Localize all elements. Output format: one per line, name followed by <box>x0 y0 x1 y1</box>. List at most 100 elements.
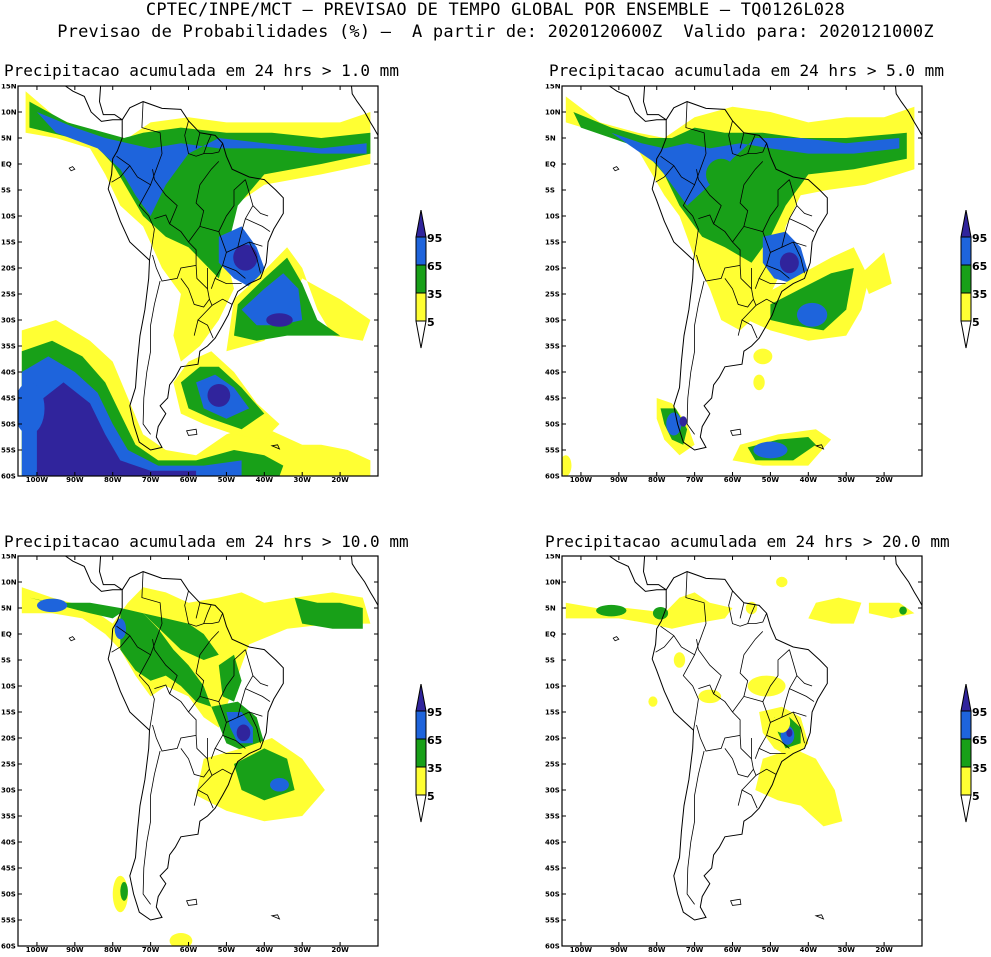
latitude-tick-label: 25S <box>1 291 16 299</box>
latitude-tick-label: 10N <box>545 109 561 117</box>
longitude-tick-label: 60W <box>180 946 198 952</box>
legend-level-label: 5 <box>427 790 435 803</box>
latitude-tick-label: 55S <box>545 447 560 455</box>
latitude-tick-label: 10S <box>1 683 16 691</box>
latitude-tick-label: 35S <box>545 813 560 821</box>
legend-level-label: 95 <box>972 706 987 719</box>
latitude-tick-label: 15S <box>545 709 560 717</box>
longitude-tick-label: 30W <box>837 946 855 952</box>
longitude-tick-label: 20W <box>875 946 893 952</box>
latitude-tick-label: 40S <box>1 839 16 847</box>
longitude-tick-label: 50W <box>218 476 236 482</box>
legend-level-label: 35 <box>427 762 442 775</box>
latitude-tick-label: 30S <box>1 787 16 795</box>
latitude-tick-label: 10S <box>1 213 16 221</box>
longitude-tick-label: 60W <box>724 946 742 952</box>
latitude-tick-label: 5S <box>1 657 11 665</box>
longitude-tick-label: 30W <box>293 476 311 482</box>
latitude-tick-label: 50S <box>545 891 560 899</box>
latitude-tick-label: 60S <box>1 473 16 481</box>
latitude-tick-label: 15N <box>1 84 17 91</box>
latitude-tick-label: 40S <box>545 839 560 847</box>
latitude-tick-label: 20S <box>545 265 560 273</box>
probability-map-5mm: 15N 10N 5N EQ 5S 10S 15S 20S 25S 30S 35S 40S 45S 50S 5… <box>544 84 926 482</box>
longitude-tick-label: 100W <box>26 476 49 482</box>
panel-title-1: Precipitacao acumulada em 24 hrs > 1.0 m… <box>4 61 399 80</box>
latitude-tick-label: 45S <box>545 395 560 403</box>
legend-level-label: 95 <box>427 232 442 245</box>
latitude-tick-label: 5N <box>1 135 12 143</box>
latitude-tick-label: 5N <box>1 605 12 613</box>
latitude-tick-label: 60S <box>545 473 560 481</box>
latitude-tick-label: 50S <box>545 421 560 429</box>
longitude-tick-label: 50W <box>218 946 236 952</box>
latitude-tick-label: 20S <box>1 265 16 273</box>
longitude-tick-label: 60W <box>180 476 198 482</box>
longitude-tick-label: 40W <box>800 476 818 482</box>
latitude-tick-label: 50S <box>1 421 16 429</box>
longitude-tick-label: 80W <box>648 476 666 482</box>
latitude-tick-label: EQ <box>545 161 556 169</box>
latitude-tick-label: EQ <box>1 161 12 169</box>
latitude-tick-label: 45S <box>545 865 560 873</box>
longitude-tick-label: 70W <box>142 946 160 952</box>
latitude-tick-label: 15N <box>545 554 561 561</box>
color-legend-2: 95 65 35 5 <box>960 209 991 350</box>
longitude-tick-label: 40W <box>256 476 274 482</box>
color-legend-4: 95 65 35 5 <box>960 683 991 824</box>
legend-level-label: 65 <box>972 260 987 273</box>
latitude-tick-label: 15N <box>545 84 561 91</box>
longitude-tick-label: 50W <box>762 476 780 482</box>
legend-level-label: 65 <box>972 734 987 747</box>
longitude-tick-label: 100W <box>570 946 593 952</box>
latitude-tick-label: EQ <box>545 631 556 639</box>
longitude-tick-label: 70W <box>686 946 704 952</box>
latitude-tick-label: EQ <box>1 631 12 639</box>
latitude-tick-label: 5S <box>545 657 555 665</box>
latitude-tick-label: 30S <box>1 317 16 325</box>
probability-map-1mm: 15N 10N 5N EQ 5S 10S 15S 20S 25S 30S 35S 40S 45S 50S 5… <box>0 84 382 482</box>
latitude-tick-label: 55S <box>1 447 16 455</box>
latitude-tick-label: 20S <box>1 735 16 743</box>
latitude-tick-label: 60S <box>545 943 560 951</box>
latitude-tick-label: 40S <box>545 369 560 377</box>
latitude-tick-label: 35S <box>1 813 16 821</box>
latitude-tick-label: 15S <box>1 709 16 717</box>
longitude-tick-label: 80W <box>648 946 666 952</box>
panel-title-4: Precipitacao acumulada em 24 hrs > 20.0 … <box>545 532 950 551</box>
latitude-tick-label: 40S <box>1 369 16 377</box>
longitude-tick-label: 90W <box>66 946 84 952</box>
latitude-tick-label: 15S <box>1 239 16 247</box>
legend-level-label: 35 <box>972 288 987 301</box>
color-legend-1: 95 65 35 5 <box>415 209 485 350</box>
latitude-tick-label: 55S <box>545 917 560 925</box>
latitude-tick-label: 15N <box>1 554 17 561</box>
longitude-tick-label: 70W <box>142 476 160 482</box>
color-legend-3: 95 65 35 5 <box>415 683 485 824</box>
latitude-tick-label: 35S <box>545 343 560 351</box>
latitude-tick-label: 55S <box>1 917 16 925</box>
longitude-tick-label: 20W <box>875 476 893 482</box>
panel-title-3: Precipitacao acumulada em 24 hrs > 10.0 … <box>4 532 409 551</box>
latitude-tick-label: 45S <box>1 865 16 873</box>
latitude-tick-label: 10N <box>1 579 17 587</box>
figure-subtitle: Previsao de Probabilidades (%) – A parti… <box>57 22 934 42</box>
latitude-tick-label: 30S <box>545 787 560 795</box>
latitude-tick-label: 30S <box>545 317 560 325</box>
legend-level-label: 35 <box>427 288 442 301</box>
latitude-tick-label: 10N <box>545 579 561 587</box>
latitude-tick-label: 5S <box>545 187 555 195</box>
longitude-tick-label: 30W <box>293 946 311 952</box>
legend-level-label: 5 <box>427 316 435 329</box>
longitude-tick-label: 40W <box>800 946 818 952</box>
latitude-tick-label: 15S <box>545 239 560 247</box>
longitude-tick-label: 80W <box>104 946 122 952</box>
longitude-tick-label: 100W <box>26 946 49 952</box>
latitude-tick-label: 50S <box>1 891 16 899</box>
latitude-tick-label: 20S <box>545 735 560 743</box>
probability-map-10mm: 15N 10N 5N EQ 5S 10S 15S 20S 25S 30S 35S 40S 45S 50S 5… <box>0 554 382 952</box>
longitude-tick-label: 50W <box>762 946 780 952</box>
longitude-tick-label: 90W <box>66 476 84 482</box>
latitude-tick-label: 10S <box>545 213 560 221</box>
legend-level-label: 5 <box>972 316 980 329</box>
